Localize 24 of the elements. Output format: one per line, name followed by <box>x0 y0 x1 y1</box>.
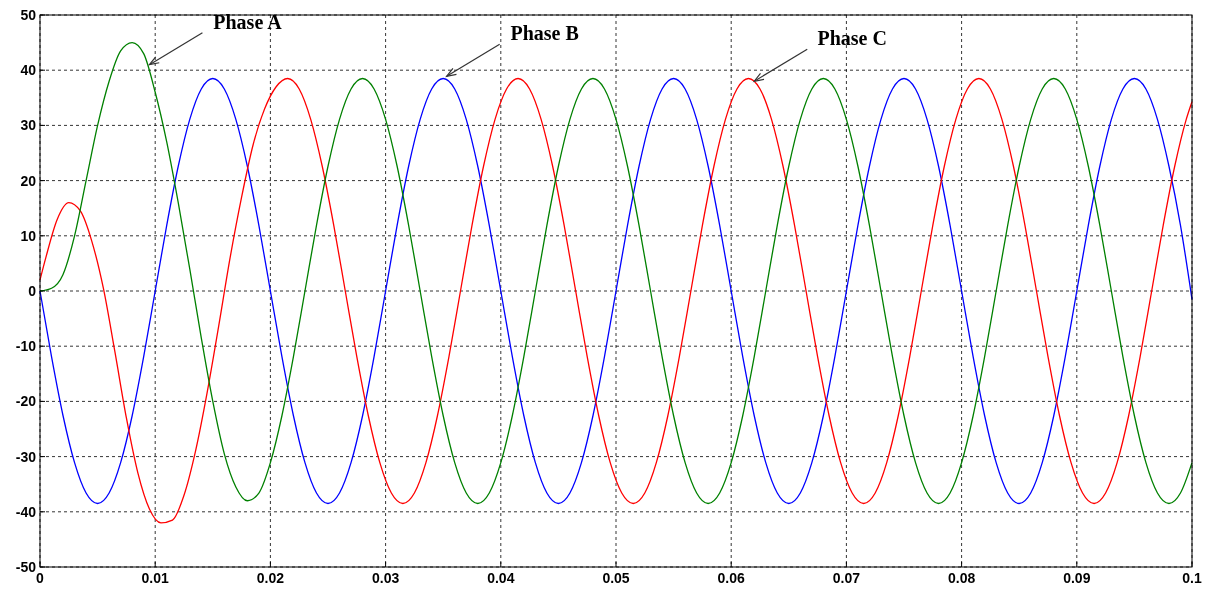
annotation: Phase B <box>510 22 579 45</box>
x-tick-label: 0.03 <box>371 570 400 586</box>
y-tick-label: 10 <box>20 227 37 244</box>
y-tick-label: 20 <box>20 172 37 189</box>
y-tick-label: 50 <box>20 7 37 23</box>
x-tick-label: 0.06 <box>717 570 746 586</box>
y-tick-label: -10 <box>15 338 37 355</box>
x-tick-label: 0.02 <box>256 570 285 586</box>
y-tick-label: 40 <box>20 62 37 79</box>
x-tick-label: 0.09 <box>1063 570 1091 586</box>
x-tick-label: 0.1 <box>1182 570 1202 586</box>
y-tick-label: 30 <box>20 117 37 134</box>
y-tick-label: -20 <box>15 393 37 410</box>
x-tick-label: 0.07 <box>832 570 861 586</box>
annotation: Phase C <box>817 27 887 50</box>
x-tick-label: 0.08 <box>947 570 976 586</box>
y-tick-label: -40 <box>15 503 37 520</box>
x-tick-label: 0.05 <box>602 570 630 586</box>
annotation: Phase A <box>213 10 283 33</box>
y-tick-label: -50 <box>15 559 37 575</box>
x-tick-label: 0.01 <box>141 570 170 586</box>
y-tick-label: 0 <box>28 283 37 299</box>
x-tick-label: 0.04 <box>487 570 515 586</box>
y-tick-label: -30 <box>15 448 37 465</box>
